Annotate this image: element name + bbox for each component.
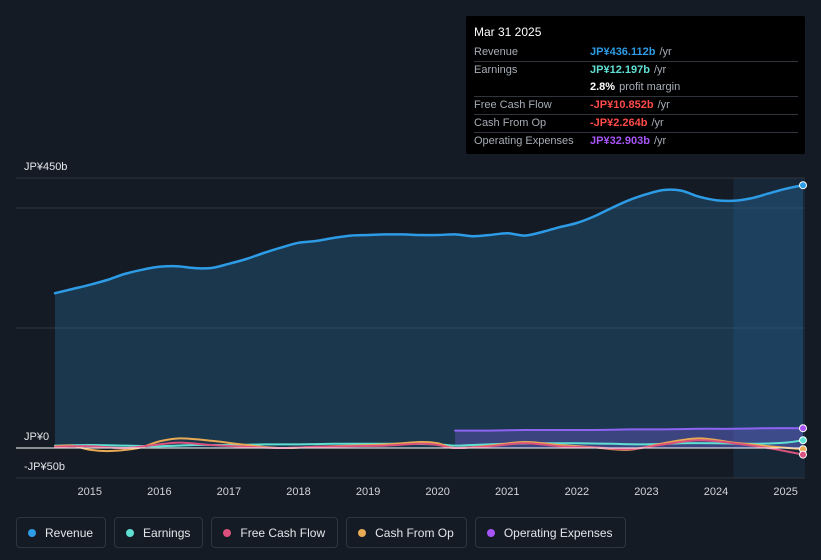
legend-item-operating-expenses[interactable]: Operating Expenses [474, 517, 626, 548]
tooltip-unit: /yr [653, 64, 667, 76]
y-axis-zero-label: JP¥0 [24, 431, 49, 443]
series-endpoint-operating-expenses [799, 424, 807, 433]
tooltip-row-earnings: Earnings JP¥12.197b /yr [474, 61, 798, 78]
tooltip-row-margin: 2.8% profit margin [474, 79, 798, 95]
series-endpoint-earnings [799, 436, 807, 445]
series-endpoint-free-cash-flow [799, 450, 807, 459]
x-tick-label: 2020 [425, 486, 449, 498]
legend-label: Free Cash Flow [240, 525, 326, 540]
legend-label: Operating Expenses [503, 525, 613, 540]
legend-dot-icon [358, 528, 367, 537]
x-tick-label: 2021 [495, 486, 519, 498]
tooltip-unit: /yr [651, 117, 664, 129]
tooltip-unit: /yr [653, 135, 667, 147]
x-tick-label: 2022 [565, 486, 589, 498]
tooltip-label: Free Cash Flow [474, 99, 552, 111]
tooltip-value: -JP¥10.852b [590, 99, 654, 111]
tooltip-row-revenue: Revenue JP¥436.112b /yr [474, 44, 798, 60]
tooltip-unit: profit margin [619, 81, 681, 93]
tooltip-label [474, 79, 590, 95]
tooltip-value: JP¥32.903b [590, 135, 650, 147]
tooltip-row-cash-from-op: Cash From Op -JP¥2.264b /yr [474, 114, 798, 131]
x-tick-label: 2015 [78, 486, 102, 498]
series-endpoint-revenue [799, 181, 807, 190]
series-line-revenue [53, 183, 805, 295]
tooltip-label: Operating Expenses [474, 135, 574, 147]
x-tick-label: 2023 [634, 486, 658, 498]
legend-item-free-cash-flow[interactable]: Free Cash Flow [211, 517, 339, 548]
series-line-earnings [54, 439, 804, 448]
tooltip-row-free-cash-flow: Free Cash Flow -JP¥10.852b /yr [474, 96, 798, 113]
legend-label: Earnings [143, 525, 191, 540]
y-axis-bottom-label: -JP¥50b [24, 461, 65, 473]
legend-item-cash-from-op[interactable]: Cash From Op [346, 517, 467, 548]
x-tick-label: 2019 [356, 486, 380, 498]
legend-dot-icon [223, 528, 232, 537]
x-tick-label: 2024 [704, 486, 728, 498]
series-line-operating-expenses [454, 427, 804, 432]
y-axis-top-label: JP¥450b [24, 161, 67, 173]
tooltip-value: -JP¥2.264b [590, 117, 648, 129]
chart-legend: Revenue Earnings Free Cash Flow Cash Fro… [16, 517, 626, 550]
tooltip-label: Earnings [474, 64, 518, 76]
chart-area: JP¥450b JP¥0 -JP¥50b 2015 2016 2017 2018 201… [16, 161, 807, 498]
tooltip-value: JP¥12.197b [590, 64, 650, 76]
tooltip-unit: /yr [659, 46, 672, 58]
legend-label: Cash From Op [375, 525, 454, 540]
legend-label: Revenue [45, 525, 94, 540]
data-tooltip: Mar 31 2025 Revenue JP¥436.112b /yr Earn… [466, 16, 805, 154]
legend-dot-icon [126, 528, 135, 537]
tooltip-unit: /yr [657, 99, 670, 111]
tooltip-row-operating-expenses: Operating Expenses JP¥32.903b /yr [474, 132, 798, 149]
legend-item-revenue[interactable]: Revenue [16, 517, 107, 548]
series-area-revenue [55, 185, 803, 448]
legend-item-earnings[interactable]: Earnings [114, 517, 204, 548]
x-tick-label: 2016 [147, 486, 171, 498]
x-tick-label: 2018 [286, 486, 310, 498]
legend-dot-icon [28, 528, 36, 537]
tooltip-value: JP¥436.112b [590, 46, 656, 58]
tooltip-label: Cash From Op [474, 117, 547, 129]
x-tick-label: 2017 [217, 486, 241, 498]
x-tick-label: 2025 [773, 486, 797, 498]
series-line-free-cash-flow [54, 439, 804, 456]
tooltip-value: 2.8% [590, 81, 616, 93]
tooltip-label: Revenue [474, 46, 519, 58]
tooltip-date: Mar 31 2025 [474, 25, 542, 39]
legend-dot-icon [486, 528, 495, 537]
